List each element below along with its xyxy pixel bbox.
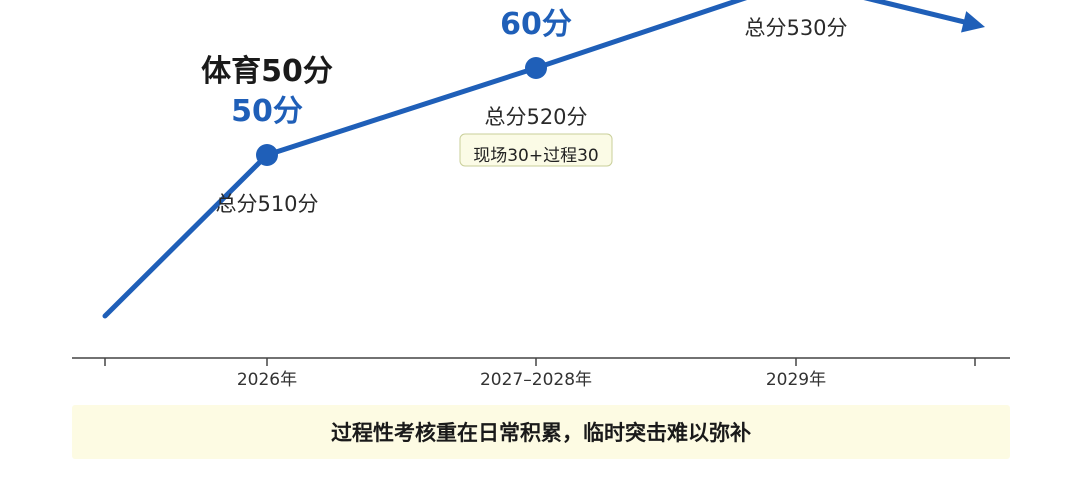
x-tick-label: 2029年 [766,370,826,390]
pe-score-label: 体育50分 [201,54,333,89]
x-tick-label: 2026年 [237,370,297,390]
data-point [256,144,278,166]
x-tick-label: 2027–2028年 [480,370,592,390]
summary-banner: 过程性考核重在日常积累，临时突击难以弥补 [72,405,1010,459]
pe-score-label: 体育60分 [470,0,602,2]
pe-score-value: 50分 [231,94,303,129]
total-score-label: 总分520分 [484,105,587,129]
total-score-label: 总分510分 [215,192,318,216]
score-split-note [459,133,613,167]
pe-score-value: 60分 [500,7,572,42]
score-split-note-text: 现场30+过程30 [473,146,599,166]
trend-arrow-head [961,11,985,33]
total-score-label: 总分530分 [744,16,847,40]
summary-banner-text: 过程性考核重在日常积累，临时突击难以弥补 [331,421,751,445]
data-point [525,57,547,79]
